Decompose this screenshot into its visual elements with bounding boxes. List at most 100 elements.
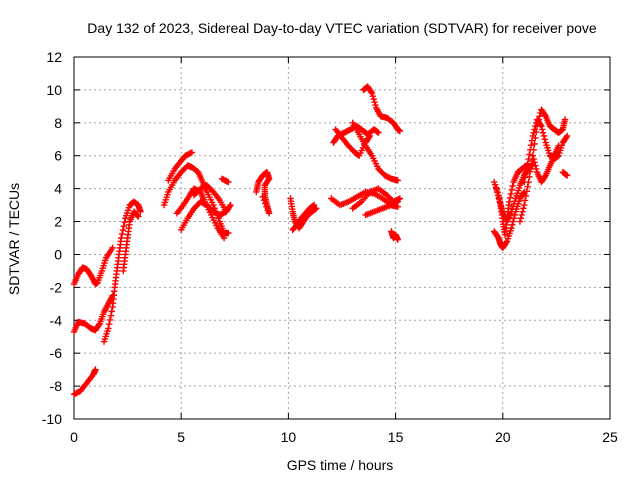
series-arc-12: [253, 168, 273, 217]
data-point: [109, 244, 116, 252]
data-point: [92, 366, 99, 373]
y-axis-label: SDTVAR / TECUs: [6, 183, 22, 295]
y-tick-label: -8: [50, 378, 63, 394]
data-point: [108, 308, 115, 315]
series-arc-28: [529, 142, 562, 186]
series-arc-18: [349, 119, 401, 184]
data-point: [495, 195, 503, 202]
data-point: [519, 208, 526, 215]
data-point: [262, 180, 269, 188]
data-point: [365, 134, 373, 141]
series-arc-16: [332, 126, 374, 159]
x-axis-label: GPS time / hours: [287, 457, 394, 473]
x-tick-label: 20: [495, 429, 511, 445]
data-point: [120, 222, 127, 230]
y-tick-label: -6: [50, 345, 63, 361]
data-point: [523, 188, 531, 195]
y-tick-label: 0: [54, 246, 62, 262]
data-point: [540, 132, 548, 140]
series-arc-7: [165, 149, 196, 184]
y-tick-label: 8: [54, 115, 62, 131]
data-point: [375, 129, 382, 136]
data-point: [95, 321, 103, 329]
x-tick-label: 25: [602, 429, 618, 445]
data-point: [370, 95, 377, 103]
data-point: [530, 129, 537, 136]
y-tick-label: 10: [46, 82, 62, 98]
data-point: [531, 140, 538, 148]
data-point: [263, 203, 270, 210]
series-arc-9: [178, 198, 234, 233]
data-point: [134, 212, 141, 219]
series-arc-1: [70, 366, 99, 398]
data-point: [528, 137, 536, 144]
data-point: [506, 194, 514, 202]
data-point: [225, 229, 232, 237]
data-point: [522, 169, 530, 177]
series-arc-29: [559, 168, 571, 179]
data-point: [119, 226, 127, 234]
data-point: [260, 196, 268, 204]
data-point: [539, 126, 546, 133]
data-point: [541, 136, 549, 143]
data-point: [537, 121, 544, 128]
series-arc-24: [491, 188, 528, 252]
data-point: [555, 142, 562, 150]
data-point: [508, 186, 516, 194]
data-point: [265, 210, 273, 217]
data-point: [524, 160, 531, 167]
y-tick-labels: -10 -8 -6 -4 -2 0 2 4 6 8 10 12: [42, 49, 62, 427]
data-point: [210, 201, 217, 209]
data-point: [509, 182, 516, 190]
data-point: [561, 116, 569, 123]
data-point: [530, 155, 537, 163]
data-point: [522, 192, 530, 200]
data-point: [508, 224, 515, 232]
data-point: [220, 234, 228, 242]
series-arc-8: [173, 185, 228, 242]
data-point: [509, 221, 516, 229]
data-point: [262, 200, 269, 207]
x-tick-label: 10: [281, 429, 297, 445]
data-point: [536, 113, 543, 120]
data-point: [225, 178, 232, 186]
data-point: [563, 172, 571, 179]
data-point: [223, 208, 230, 215]
data-marks: [70, 83, 571, 398]
data-point: [541, 111, 549, 119]
data-point: [527, 168, 534, 175]
data-point: [538, 122, 545, 130]
data-point: [529, 132, 537, 140]
data-point: [521, 178, 528, 186]
data-point: [507, 190, 515, 198]
series-arc-26: [516, 106, 569, 225]
data-point: [188, 149, 196, 156]
data-point: [310, 201, 318, 209]
data-point: [509, 218, 517, 225]
plot-frame: [73, 56, 611, 420]
data-point: [527, 141, 535, 149]
data-point: [264, 206, 272, 214]
x-tick-label: 15: [388, 429, 404, 445]
data-point: [137, 208, 144, 215]
series-arc-17: [360, 83, 404, 135]
data-point: [521, 201, 528, 209]
data-point: [369, 92, 377, 100]
data-point: [107, 312, 115, 319]
y-tick-label: -10: [42, 411, 62, 427]
chart-title: Day 132 of 2023, Sidereal Day-to-day VTE…: [87, 20, 597, 36]
data-point: [541, 173, 549, 180]
data-point: [506, 198, 513, 205]
y-tick-label: 12: [46, 49, 62, 65]
data-point: [494, 188, 501, 196]
data-point: [532, 122, 539, 130]
data-point: [117, 234, 125, 242]
y-tick-label: 4: [54, 181, 62, 197]
series-arc-10: [190, 182, 230, 215]
data-point: [526, 151, 533, 158]
data-point: [396, 127, 404, 135]
series-arc-5: [120, 208, 142, 275]
data-point: [135, 213, 142, 220]
data-point: [118, 230, 126, 238]
